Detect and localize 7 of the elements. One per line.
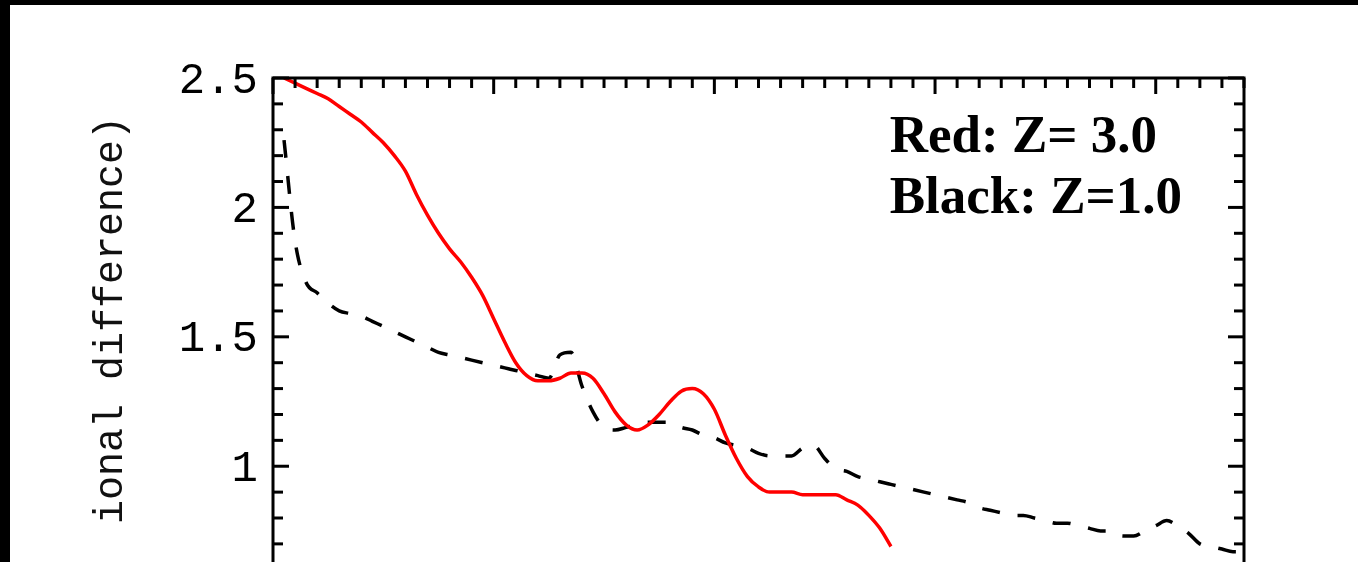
y-axis-title: ional difference) bbox=[88, 115, 134, 525]
annotation: Black: Z=1.0 bbox=[889, 166, 1182, 224]
y-tick-label: 2.5 bbox=[178, 55, 258, 106]
y-tick-label: 2 bbox=[231, 184, 258, 235]
y-tick-label: 1.5 bbox=[178, 314, 258, 365]
annotation: Red: Z= 3.0 bbox=[889, 105, 1157, 163]
y-tick-label: 1 bbox=[231, 443, 258, 494]
